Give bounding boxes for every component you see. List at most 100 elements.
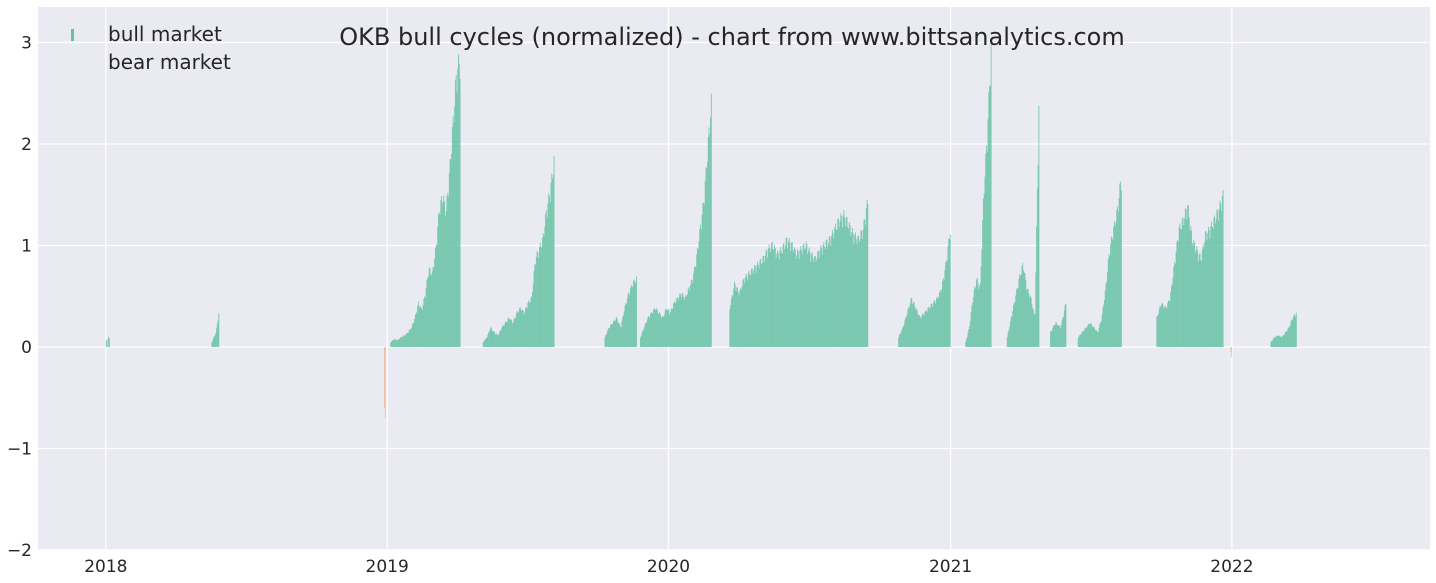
bull-bar	[633, 279, 635, 348]
bull-bar	[757, 264, 759, 348]
bull-bar	[1120, 181, 1122, 348]
bull-bar	[1179, 223, 1181, 348]
bull-bar	[441, 195, 443, 348]
bull-bar	[415, 312, 417, 348]
bull-bar	[784, 245, 786, 348]
bull-bar	[428, 276, 429, 348]
bull-bar	[764, 255, 766, 348]
bull-bar	[703, 204, 705, 348]
bull-bar	[937, 297, 939, 348]
bull-bar	[509, 320, 511, 348]
bull-bar	[1271, 340, 1273, 348]
bull-bar	[437, 226, 439, 348]
bull-bar	[528, 300, 530, 348]
bull-bar	[660, 317, 662, 348]
bull-bar	[793, 252, 795, 348]
bull-bar	[777, 250, 779, 348]
bull-bar	[623, 315, 624, 348]
x-tick-label: 2018	[84, 557, 127, 577]
bull-bar	[505, 321, 506, 348]
bull-bar	[821, 247, 822, 348]
bull-bar	[108, 338, 110, 348]
bull-bar	[1164, 306, 1166, 348]
bull-bar	[428, 267, 430, 348]
bull-bar	[1213, 217, 1215, 348]
bull-bar	[672, 308, 674, 348]
bull-bar	[1219, 200, 1221, 348]
bull-bar	[704, 180, 706, 348]
bull-bar	[938, 297, 940, 348]
bull-bar	[798, 259, 800, 348]
bull-bar	[671, 308, 673, 348]
y-tick-label: 0	[21, 338, 32, 358]
bull-bar	[935, 298, 937, 348]
bull-bar	[624, 305, 626, 348]
bull-bar	[693, 266, 695, 348]
bull-bar	[831, 235, 833, 348]
bull-bar	[409, 329, 411, 348]
bull-bar	[843, 210, 845, 348]
bull-bar	[1190, 226, 1192, 348]
bull-bar	[1189, 230, 1191, 348]
bull-bar	[1080, 334, 1081, 348]
bull-bar	[1091, 325, 1093, 348]
bull-bar	[1292, 317, 1294, 348]
bull-bar	[1221, 211, 1223, 348]
bull-bar	[1203, 247, 1205, 348]
bull-bar	[820, 244, 822, 348]
bull-bar	[443, 195, 445, 348]
bull-bar	[913, 302, 915, 348]
bull-bar	[497, 335, 499, 348]
bull-bar	[450, 159, 452, 348]
bull-bar	[933, 300, 935, 348]
bull-bar	[1208, 226, 1209, 348]
bull-bar	[800, 246, 802, 348]
bull-bar	[629, 288, 631, 348]
bull-bar	[510, 318, 512, 348]
bull-bar	[448, 173, 450, 348]
bull-bar	[440, 200, 442, 348]
bull-bar	[1034, 314, 1036, 348]
bull-bar	[1285, 331, 1286, 348]
bull-bar	[660, 314, 661, 348]
bull-bar	[612, 323, 614, 348]
bull-bar	[783, 243, 785, 348]
legend-swatch-bear	[71, 56, 74, 68]
bull-bar	[702, 203, 704, 348]
bull-bar	[213, 336, 215, 348]
bull-bar	[730, 305, 732, 348]
bull-bar	[655, 309, 657, 348]
bull-bar	[1107, 259, 1109, 348]
bull-bar	[797, 251, 799, 348]
bull-bar	[664, 310, 666, 348]
bull-bar	[663, 315, 665, 348]
bull-bar	[1101, 314, 1103, 348]
bull-bar	[1157, 314, 1159, 348]
bull-bar	[1171, 284, 1173, 348]
bull-bar	[1195, 249, 1197, 348]
bull-bar	[508, 318, 510, 348]
bull-bar	[989, 85, 991, 348]
bull-bar	[642, 330, 644, 348]
bull-bar	[787, 241, 789, 348]
bull-bar	[804, 248, 806, 348]
bull-bar	[865, 208, 867, 348]
bull-bar	[949, 234, 951, 348]
bull-bar	[841, 227, 843, 348]
bull-bar	[670, 312, 671, 348]
bull-bar	[529, 302, 531, 348]
bull-bar	[1170, 291, 1172, 348]
bull-bar	[656, 308, 658, 348]
bull-bar	[516, 311, 518, 348]
bull-bar	[700, 229, 702, 348]
bull-bar	[654, 310, 656, 348]
x-tick-label: 2020	[647, 557, 690, 577]
bull-bar	[633, 280, 634, 348]
bull-bar	[1110, 236, 1112, 348]
bull-bar	[1159, 306, 1161, 348]
bull-bar	[652, 313, 654, 348]
bull-bar	[853, 244, 855, 348]
bull-bar	[406, 332, 408, 348]
bull-bar	[982, 198, 984, 348]
bull-bar	[1196, 246, 1198, 348]
